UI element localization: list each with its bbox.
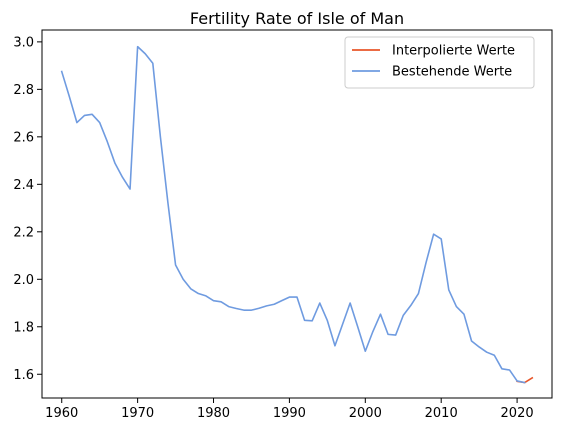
legend-label: Interpolierte Werte bbox=[392, 44, 515, 59]
y-tick-label: 2.4 bbox=[13, 178, 34, 193]
y-tick-label: 1.8 bbox=[13, 320, 34, 335]
plot-area-frame bbox=[41, 29, 553, 399]
legend-label: Bestehende Werte bbox=[392, 65, 512, 80]
x-tick-label: 1960 bbox=[45, 406, 78, 421]
x-tick-label: 2020 bbox=[501, 406, 534, 421]
x-tick-label: 2010 bbox=[425, 406, 458, 421]
x-tick-label: 1990 bbox=[273, 406, 306, 421]
y-tick-label: 2.2 bbox=[13, 225, 34, 240]
y-tick-label: 3.0 bbox=[13, 35, 34, 50]
y-tick-label: 1.6 bbox=[13, 368, 34, 383]
x-tick-label: 1980 bbox=[197, 406, 230, 421]
legend-box bbox=[344, 36, 535, 89]
y-tick-label: 2.6 bbox=[13, 130, 34, 145]
y-tick-label: 2.8 bbox=[13, 83, 34, 98]
x-tick-label: 2000 bbox=[349, 406, 382, 421]
x-axis: 19601970198019902000201020202030 bbox=[45, 398, 534, 421]
y-axis: 1.6 1.8 2.0 2.2 2.4 2.6 2.8 3.0 bbox=[13, 35, 42, 383]
plot-content bbox=[60, 45, 534, 384]
y-tick-label: 2.0 bbox=[13, 273, 34, 288]
x-tick-label: 1970 bbox=[121, 406, 154, 421]
chart-title: Fertility Rate of Isle of Man bbox=[190, 9, 404, 28]
legend: Interpolierte Werte Bestehende Werte bbox=[344, 36, 535, 89]
series-line-1 bbox=[60, 45, 526, 384]
